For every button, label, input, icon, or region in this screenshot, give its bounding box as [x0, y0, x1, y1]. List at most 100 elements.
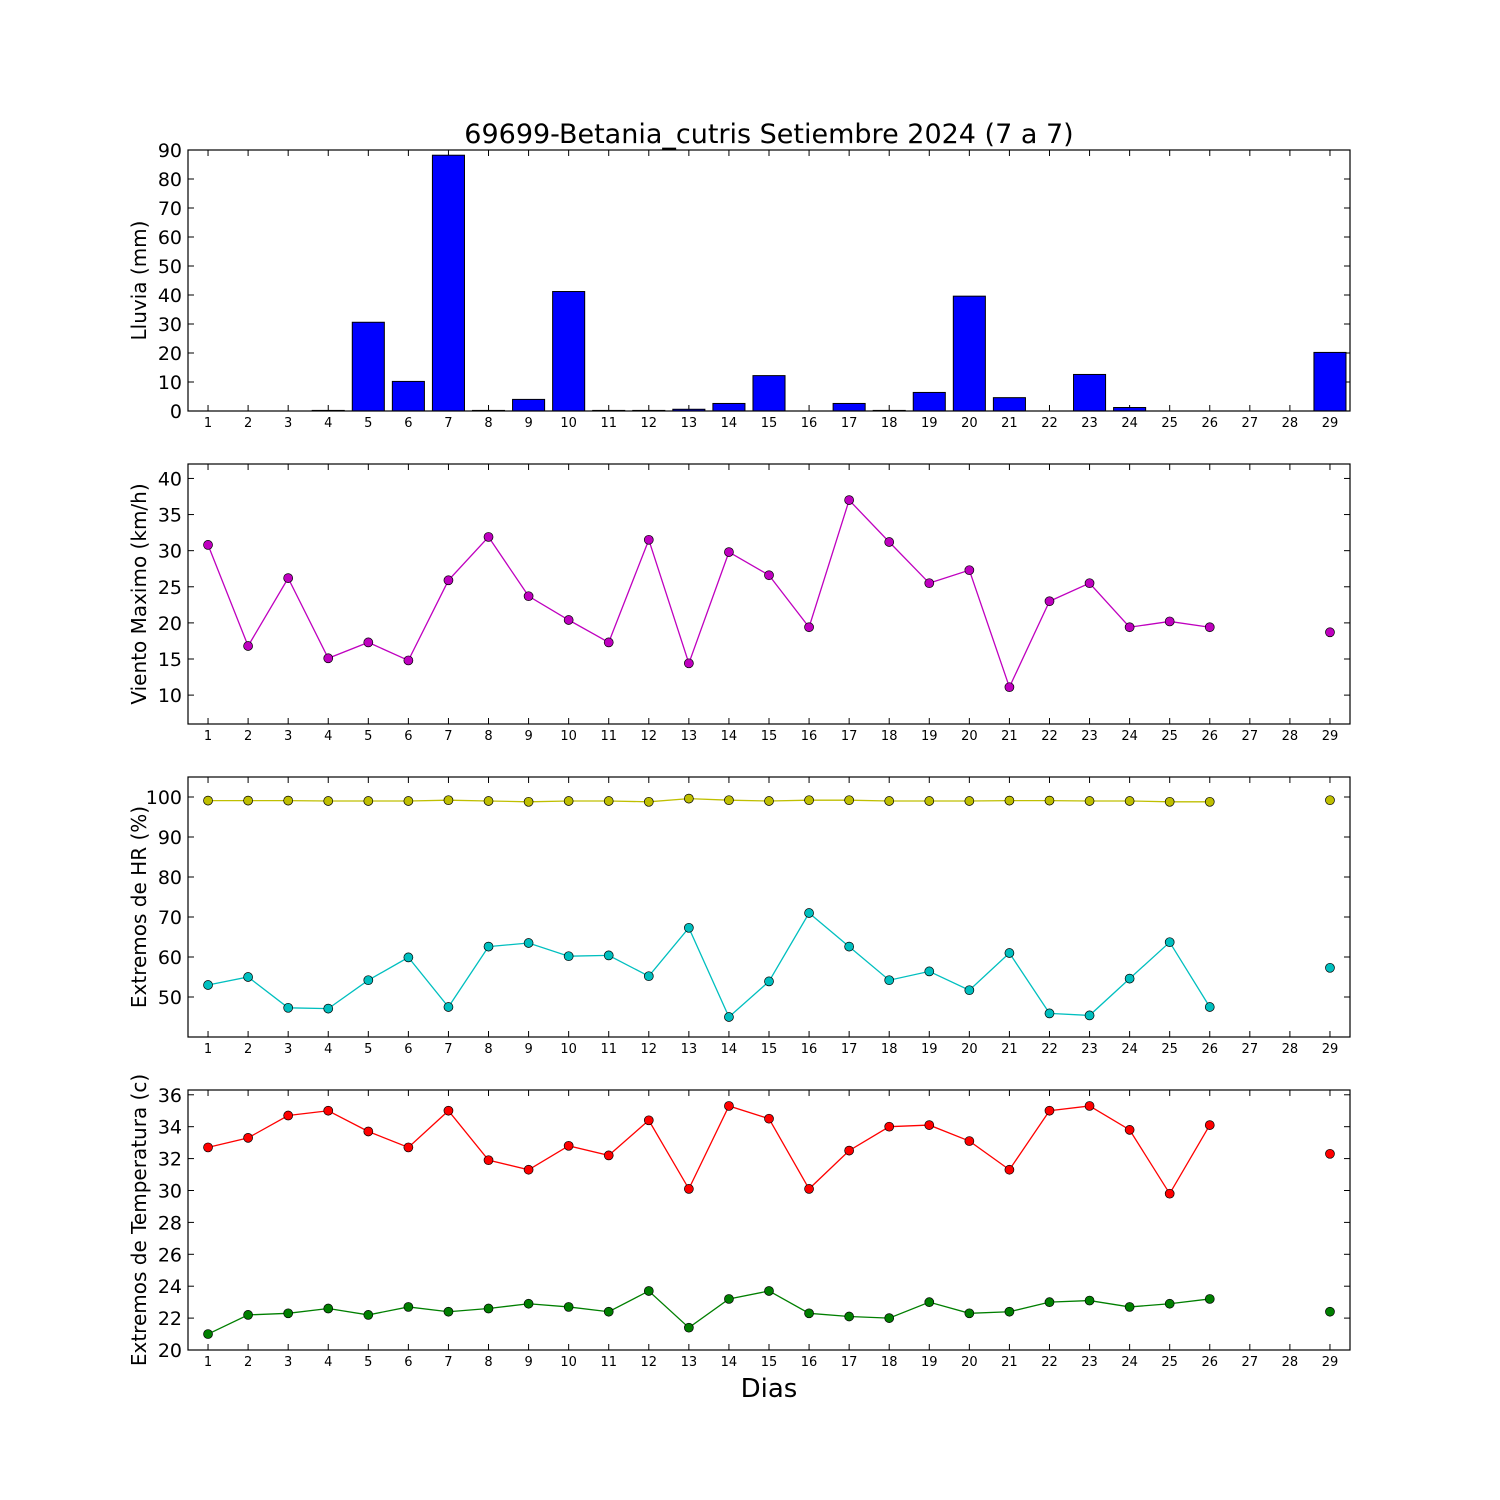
y-tick-label: 20	[158, 343, 182, 365]
x-tick-label: 22	[1041, 416, 1058, 431]
x-tick-label: 11	[600, 1355, 617, 1370]
x-tick-label: 2	[244, 416, 252, 431]
series-1-point-day-7	[443, 575, 454, 586]
x-tick-label: 11	[600, 416, 617, 431]
x-tick-label: 10	[560, 1042, 577, 1057]
x-tick-label: 12	[641, 729, 658, 744]
series-2-point-day-21	[1004, 1306, 1015, 1317]
x-tick-label: 22	[1041, 1042, 1058, 1057]
y-tick-label: 20	[158, 613, 182, 635]
series-1-point-day-11	[603, 637, 614, 648]
x-tick-label: 13	[681, 1042, 698, 1057]
series-1-point-day-10	[563, 796, 574, 806]
bar-day-9	[512, 398, 546, 412]
x-tick-label: 26	[1201, 416, 1218, 431]
series-2-point-day-26	[1204, 1294, 1215, 1304]
y-tick-label: 70	[158, 907, 182, 929]
series-2-point-day-14	[724, 1294, 734, 1304]
series-1-point-day-21	[1004, 682, 1015, 693]
series-2-point-day-17	[844, 1311, 854, 1322]
series-1-point-day-25	[1164, 1188, 1175, 1199]
x-tick-label: 5	[364, 1042, 372, 1057]
series-1-point-day-12	[643, 796, 654, 807]
series-2-point-day-10	[563, 1302, 574, 1312]
x-tick-label: 19	[921, 416, 938, 431]
series-2-point-day-1	[203, 980, 213, 990]
x-tick-label: 21	[1001, 729, 1018, 744]
x-tick-label: 25	[1161, 1355, 1178, 1370]
y-tick-label: 40	[158, 285, 182, 307]
series-1-point-day-12	[643, 1115, 654, 1126]
series-1-point-day-2	[243, 795, 253, 806]
plot-frame	[187, 463, 1351, 725]
x-tick-label: 22	[1041, 1355, 1058, 1370]
series-1-line	[207, 1105, 1211, 1195]
y-tick-label: 60	[158, 947, 182, 969]
x-tick-label: 20	[961, 416, 978, 431]
x-tick-label: 29	[1322, 416, 1339, 431]
x-tick-label: 4	[324, 729, 332, 744]
x-tick-label: 14	[721, 416, 738, 431]
y-tick-label: 22	[158, 1308, 182, 1330]
series-1-point-day-24	[1124, 622, 1135, 633]
y-axis-label: Viento Maximo (km/h)	[127, 483, 151, 704]
x-tick-label: 3	[284, 1355, 292, 1370]
x-tick-label: 6	[404, 729, 412, 744]
series-2-point-day-11	[603, 950, 614, 961]
series-2-point-day-29	[1325, 1306, 1335, 1317]
series-1-point-day-5	[363, 796, 374, 806]
x-tick-label: 9	[524, 1042, 532, 1057]
x-tick-label: 25	[1161, 416, 1178, 431]
series-1-point-day-16	[804, 622, 814, 633]
x-tick-label: 20	[961, 1355, 978, 1370]
series-1-point-day-5	[363, 637, 374, 648]
series-1-point-day-4	[323, 1105, 334, 1116]
x-tick-label: 4	[324, 416, 332, 431]
x-tick-label: 29	[1322, 729, 1339, 744]
series-1-point-day-7	[443, 795, 454, 806]
x-tick-label: 9	[524, 416, 532, 431]
x-tick-label: 16	[801, 1355, 818, 1370]
x-tick-label: 14	[721, 729, 738, 744]
series-1-point-day-5	[363, 1126, 374, 1137]
x-tick-label: 7	[444, 729, 452, 744]
x-tick-label: 12	[641, 1042, 658, 1057]
x-tick-label: 3	[284, 1042, 292, 1057]
x-tick-label: 10	[560, 1355, 577, 1370]
series-1-point-day-14	[724, 547, 734, 557]
x-tick-label: 8	[484, 729, 492, 744]
chart-title: 69699-Betania_cutris Setiembre 2024 (7 a…	[464, 119, 1073, 150]
series-1-point-day-3	[283, 1110, 294, 1121]
series-2-point-day-18	[884, 975, 895, 986]
series-2-point-day-12	[643, 971, 654, 982]
series-2-point-day-3	[283, 1308, 294, 1319]
series-1-point-day-20	[964, 565, 975, 576]
series-2-point-day-20	[964, 985, 975, 996]
series-2-point-day-24	[1124, 973, 1135, 984]
x-axis-label: Dias	[741, 1374, 798, 1404]
series-1-point-day-23	[1084, 1101, 1095, 1111]
series-2-point-day-2	[243, 972, 253, 982]
series-1-point-day-22	[1044, 596, 1055, 607]
y-tick-label: 28	[158, 1212, 182, 1234]
series-2-point-day-3	[283, 1002, 294, 1013]
y-axis-label: Extremos de Temperatura (c)	[127, 1074, 151, 1366]
bar-day-7	[431, 154, 465, 412]
series-2-point-day-13	[684, 1322, 694, 1333]
x-tick-label: 23	[1081, 416, 1098, 431]
x-tick-label: 24	[1121, 1042, 1138, 1057]
y-tick-label: 35	[158, 505, 182, 527]
x-tick-label: 22	[1041, 729, 1058, 744]
series-1-point-day-2	[243, 1133, 253, 1143]
x-tick-label: 7	[444, 1042, 452, 1057]
series-2-point-day-22	[1044, 1297, 1055, 1307]
x-tick-label: 12	[641, 416, 658, 431]
series-1-point-day-19	[924, 578, 935, 589]
y-tick-label: 10	[158, 372, 182, 394]
x-tick-label: 24	[1121, 729, 1138, 744]
series-2-point-day-15	[764, 1286, 774, 1296]
series-1-line	[207, 498, 1210, 689]
y-tick-label: 20	[158, 1340, 182, 1362]
